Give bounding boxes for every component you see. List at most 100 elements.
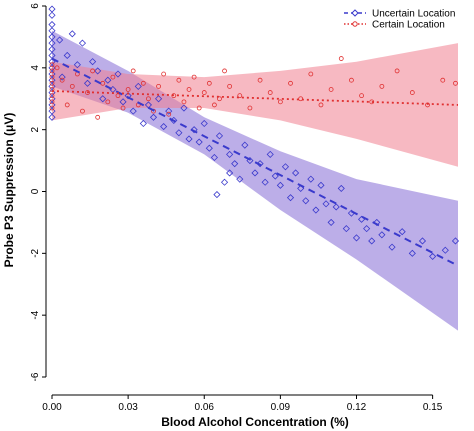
point-certain: [64, 102, 70, 108]
point-certain: [110, 74, 116, 80]
point-uncertain: [332, 203, 340, 211]
point-uncertain: [48, 113, 56, 121]
point-certain: [69, 83, 75, 89]
point-uncertain: [408, 249, 416, 257]
point-certain: [95, 114, 101, 120]
point-uncertain: [124, 92, 132, 100]
axes: -6 -4 -2 0 2 4 6 0.00 0.03 0.06 0.09 0.12 0.15: [30, 3, 443, 413]
point-uncertain: [342, 225, 350, 233]
point-certain: [171, 93, 177, 99]
point-uncertain: [68, 30, 76, 38]
point-certain: [151, 108, 156, 114]
point-uncertain: [276, 181, 284, 189]
point-uncertain: [226, 169, 234, 177]
x-tick-label: 0.00: [42, 402, 62, 413]
point-uncertain: [215, 132, 224, 140]
point-uncertain: [388, 243, 396, 251]
point-certain: [201, 90, 207, 95]
confidence-band-1: [52, 43, 458, 167]
point-uncertain: [195, 138, 203, 146]
point-certain: [277, 99, 283, 105]
point-uncertain: [185, 135, 193, 143]
point-certain: [59, 77, 65, 83]
point-uncertain: [226, 150, 234, 158]
point-certain: [328, 87, 334, 92]
x-axis-title: Blood Alcohol Concentration (%): [161, 415, 349, 429]
point-uncertain: [149, 113, 158, 121]
point-uncertain: [322, 200, 330, 208]
point-certain: [409, 90, 415, 95]
point-uncertain: [368, 237, 376, 245]
point-uncertain: [94, 67, 102, 75]
point-uncertain: [139, 119, 147, 128]
point-certain: [359, 93, 364, 99]
point-uncertain: [398, 228, 406, 236]
point-certain: [257, 77, 263, 83]
point-certain: [217, 96, 222, 102]
point-certain: [90, 68, 95, 74]
point-certain: [49, 99, 55, 105]
legend-label-0: Uncertain Location: [372, 9, 455, 20]
point-certain: [227, 83, 233, 89]
point-uncertain: [373, 218, 381, 226]
point-uncertain: [190, 126, 198, 134]
point-uncertain: [261, 178, 269, 186]
point-uncertain: [352, 234, 361, 242]
point-uncertain: [129, 107, 137, 115]
point-uncertain: [220, 178, 229, 186]
point-uncertain: [155, 95, 163, 103]
point-certain: [211, 102, 217, 108]
point-certain: [54, 65, 60, 71]
point-certain: [267, 90, 273, 95]
point-uncertain: [236, 175, 244, 183]
point-uncertain: [78, 39, 87, 47]
point-certain: [191, 74, 197, 80]
point-certain: [349, 77, 354, 83]
point-certain: [237, 93, 243, 99]
point-certain: [196, 105, 202, 111]
point-certain: [120, 105, 126, 111]
point-certain: [49, 105, 55, 111]
legend-background: [340, 4, 470, 34]
point-uncertain: [337, 184, 345, 192]
point-certain: [288, 80, 293, 86]
point-uncertain: [48, 20, 56, 29]
y-tick-label: -4: [30, 310, 41, 319]
point-certain: [176, 77, 182, 83]
point-certain: [146, 96, 151, 102]
point-uncertain: [281, 163, 290, 171]
point-uncertain: [378, 231, 386, 239]
point-uncertain: [73, 61, 81, 69]
point-uncertain: [63, 51, 71, 60]
y-tick-label: -2: [30, 248, 41, 257]
point-uncertain: [175, 129, 183, 137]
confidence-bands: [52, 30, 458, 331]
point-certain: [49, 62, 55, 68]
point-certain: [130, 68, 136, 74]
point-uncertain: [83, 79, 92, 87]
point-certain: [379, 83, 385, 89]
point-uncertain: [317, 181, 325, 189]
point-uncertain: [271, 172, 279, 180]
point-uncertain: [104, 76, 112, 84]
point-uncertain: [58, 73, 66, 81]
point-uncertain: [48, 11, 56, 19]
point-certain: [206, 80, 212, 86]
point-uncertain: [451, 237, 460, 245]
point-uncertain: [302, 197, 310, 205]
point-uncertain: [160, 123, 168, 131]
point-certain: [125, 87, 131, 92]
point-certain: [425, 102, 430, 108]
point-uncertain: [292, 169, 300, 177]
point-certain: [222, 68, 227, 74]
point-uncertain: [48, 5, 56, 13]
point-uncertain: [241, 141, 249, 149]
point-certain: [49, 80, 55, 86]
point-uncertain: [441, 246, 449, 254]
y-tick-label: 2: [30, 126, 41, 132]
point-certain: [49, 93, 55, 99]
point-certain: [394, 68, 400, 74]
point-certain: [338, 56, 344, 61]
x-tick-label: 0.06: [195, 402, 215, 413]
